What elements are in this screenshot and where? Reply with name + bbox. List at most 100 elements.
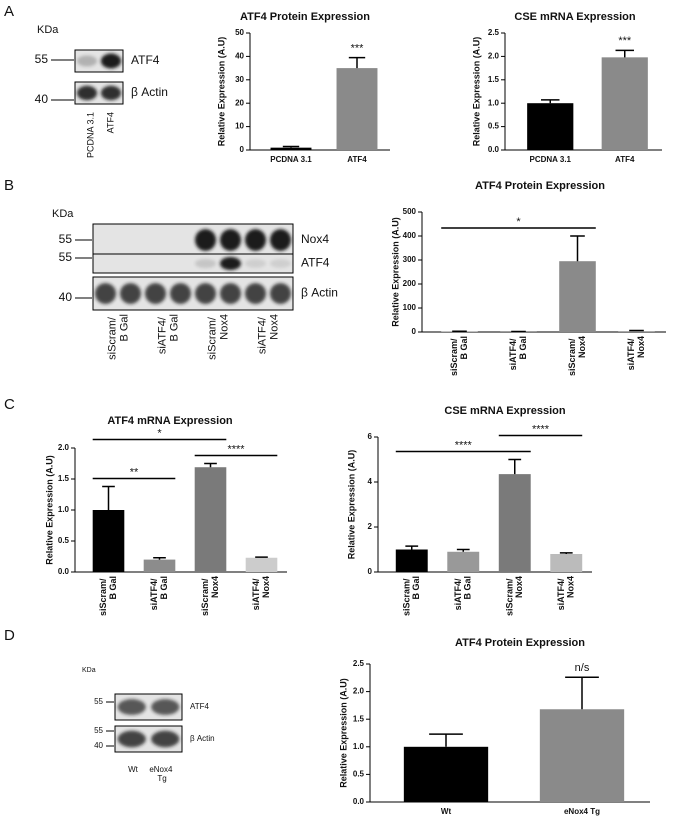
error-bar — [541, 99, 560, 104]
y-tick-label: 0.5 — [353, 770, 365, 779]
y-tick-label: 2.5 — [488, 28, 500, 37]
bar — [245, 557, 278, 572]
y-tick-label: 1.5 — [58, 474, 70, 483]
marker-label: 55 — [59, 250, 73, 264]
significance: *** — [351, 42, 365, 54]
error-bar — [559, 552, 573, 554]
bar — [527, 103, 574, 150]
y-tick-label: 1.0 — [58, 505, 70, 514]
protein-label: β Actin — [131, 85, 168, 99]
significance: n/s — [575, 662, 590, 674]
x-tick-label: siScram/ Nox4 — [567, 336, 587, 376]
error-bar — [508, 458, 522, 475]
marker-label: 55 — [59, 232, 73, 246]
y-tick-label: 200 — [403, 279, 417, 288]
bar — [336, 68, 378, 150]
y-tick-label: 0 — [240, 145, 245, 154]
y-tick-label: 100 — [403, 303, 417, 312]
y-tick-label: 30 — [235, 75, 244, 84]
protein-label: β Actin — [190, 734, 215, 743]
y-tick-label: 1.0 — [353, 742, 365, 751]
bar — [539, 709, 625, 802]
error-bar — [348, 56, 366, 69]
bar — [559, 261, 596, 332]
band — [195, 283, 216, 304]
x-tick-label: siATF4/ B Gal — [149, 576, 169, 610]
chart-title: ATF4 Protein Expression — [475, 180, 605, 192]
y-axis-label: Relative Expression (A.U) — [338, 678, 348, 788]
x-tick-label: siATF4/ B Gal — [508, 336, 528, 370]
significance: * — [157, 427, 162, 439]
bar — [618, 331, 655, 332]
chart-title: ATF4 Protein Expression — [455, 637, 585, 649]
band — [270, 229, 291, 251]
band — [195, 229, 216, 251]
bar — [395, 549, 428, 572]
chart-title: CSE mRNA Expression — [444, 405, 566, 417]
y-tick-label: 0.0 — [488, 145, 500, 154]
band — [145, 283, 166, 304]
band — [117, 699, 146, 715]
band — [245, 259, 266, 268]
band — [245, 283, 266, 304]
marker-label: 55 — [94, 697, 103, 706]
chart-title: ATF4 Protein Expression — [240, 11, 370, 23]
error-bar — [456, 548, 470, 552]
panel-label: B — [4, 177, 14, 194]
kda-label: KDa — [82, 667, 96, 674]
lane-label: Wt — [128, 765, 139, 774]
protein-label: ATF4 — [131, 53, 160, 67]
lane-label: PCDNA 3.1 — [85, 112, 95, 158]
x-tick-label: siScram/ Nox4 — [505, 576, 525, 616]
x-tick-label: eNox4 Tg — [564, 807, 600, 816]
lane-label: siATF4/ Nox4 — [256, 314, 280, 354]
x-tick-label: siScram/ B Gal — [449, 336, 469, 376]
band — [195, 258, 216, 269]
error-bar — [282, 145, 300, 148]
x-tick-label: siATF4/ B Gal — [453, 576, 473, 610]
panel-label: A — [4, 3, 14, 20]
marker-label: 40 — [59, 290, 73, 304]
protein-label: ATF4 — [190, 702, 210, 711]
y-tick-label: 2.0 — [488, 52, 500, 61]
bar — [143, 559, 176, 572]
band — [270, 283, 291, 304]
marker-label: 55 — [35, 52, 49, 66]
significance: **** — [227, 443, 245, 455]
bar — [194, 467, 227, 572]
y-tick-label: 0 — [368, 567, 373, 576]
error-bar — [153, 556, 166, 560]
band — [220, 229, 241, 251]
kda-label: KDa — [52, 208, 74, 220]
y-tick-label: 10 — [235, 122, 244, 131]
y-tick-label: 6 — [368, 432, 373, 441]
bar — [403, 746, 489, 802]
x-tick-label: ATF4 — [615, 155, 635, 164]
y-tick-label: 2.0 — [58, 443, 70, 452]
lane-label: ATF4 — [105, 112, 115, 133]
y-tick-label: 1.0 — [488, 98, 500, 107]
x-tick-label: siATF4/ Nox4 — [556, 576, 576, 610]
marker-label: 40 — [94, 741, 103, 750]
error-bar — [570, 235, 585, 262]
y-tick-label: 0.0 — [58, 567, 70, 576]
y-tick-label: 40 — [235, 52, 244, 61]
significance: **** — [532, 423, 550, 435]
y-tick-label: 500 — [403, 207, 417, 216]
band — [76, 85, 98, 101]
band — [151, 730, 180, 748]
bar — [270, 147, 312, 150]
x-tick-label: Wt — [441, 807, 452, 816]
x-tick-label: PCDNA 3.1 — [530, 155, 572, 164]
bar — [92, 510, 125, 572]
error-bar — [615, 49, 634, 58]
y-tick-label: 4 — [368, 477, 373, 486]
lane-label: siScram/ Nox4 — [206, 314, 230, 360]
y-tick-label: 2.0 — [353, 687, 365, 696]
significance: ** — [130, 466, 139, 478]
error-bar — [102, 485, 115, 510]
band — [76, 55, 98, 67]
error-bar — [405, 545, 419, 550]
error-bar — [565, 676, 599, 710]
